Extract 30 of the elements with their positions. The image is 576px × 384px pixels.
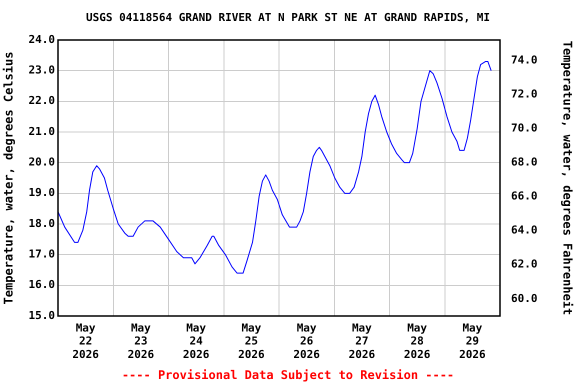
text: ---- Provisional Data Subject to Revision ---- [122,368,454,382]
y-tick-label: 22.0 [28,94,55,108]
y2-tick-label: 62.0 [511,258,538,271]
y-tick-label: 16.0 [28,278,55,292]
y-tick-label: 18.0 [28,216,55,230]
x-tick-label: May 24 2026 [182,321,210,361]
y2-tick-label: 70.0 [511,121,538,134]
x-tick-label: May 23 2026 [128,321,154,361]
x-tick-label: May 22 2026 [72,321,100,361]
y2-tick-label: 60.0 [511,292,538,305]
chart-title: USGS 04118564 GRAND RIVER AT N PARK ST NE AT GRAND RAPIDS, MI [85,11,491,24]
y-tick-label: 20.0 [28,156,55,169]
x-tick-label: May 28 2026 [404,321,431,361]
y-tick-label: 19.0 [28,186,55,200]
y-tick-label: 24.0 [28,32,55,46]
y2-tick-label: 66.0 [511,190,538,203]
x-tick-label: May 29 2026 [459,321,486,361]
y2-axis-title: Temperature, water, degrees Fahrenheit [560,40,575,316]
y-tick-label: 23.0 [28,64,55,77]
y2-tick-label: 68.0 [511,156,538,169]
y-axis-title: Temperature, water, degrees Celsius [1,52,16,304]
y-tick-label: 15.0 [28,308,55,322]
y2-tick-label: 72.0 [511,87,538,100]
y2-tick-label: 74.0 [511,53,538,66]
y-tick-label: 17.0 [28,248,55,261]
x-tick-label: May 27 2026 [348,321,376,361]
y-tick-label: 21.0 [28,124,55,138]
x-tick-label: May 26 2026 [293,321,320,361]
y2-tick-label: 64.0 [511,224,538,237]
x-tick-label: May 25 2026 [238,321,265,361]
